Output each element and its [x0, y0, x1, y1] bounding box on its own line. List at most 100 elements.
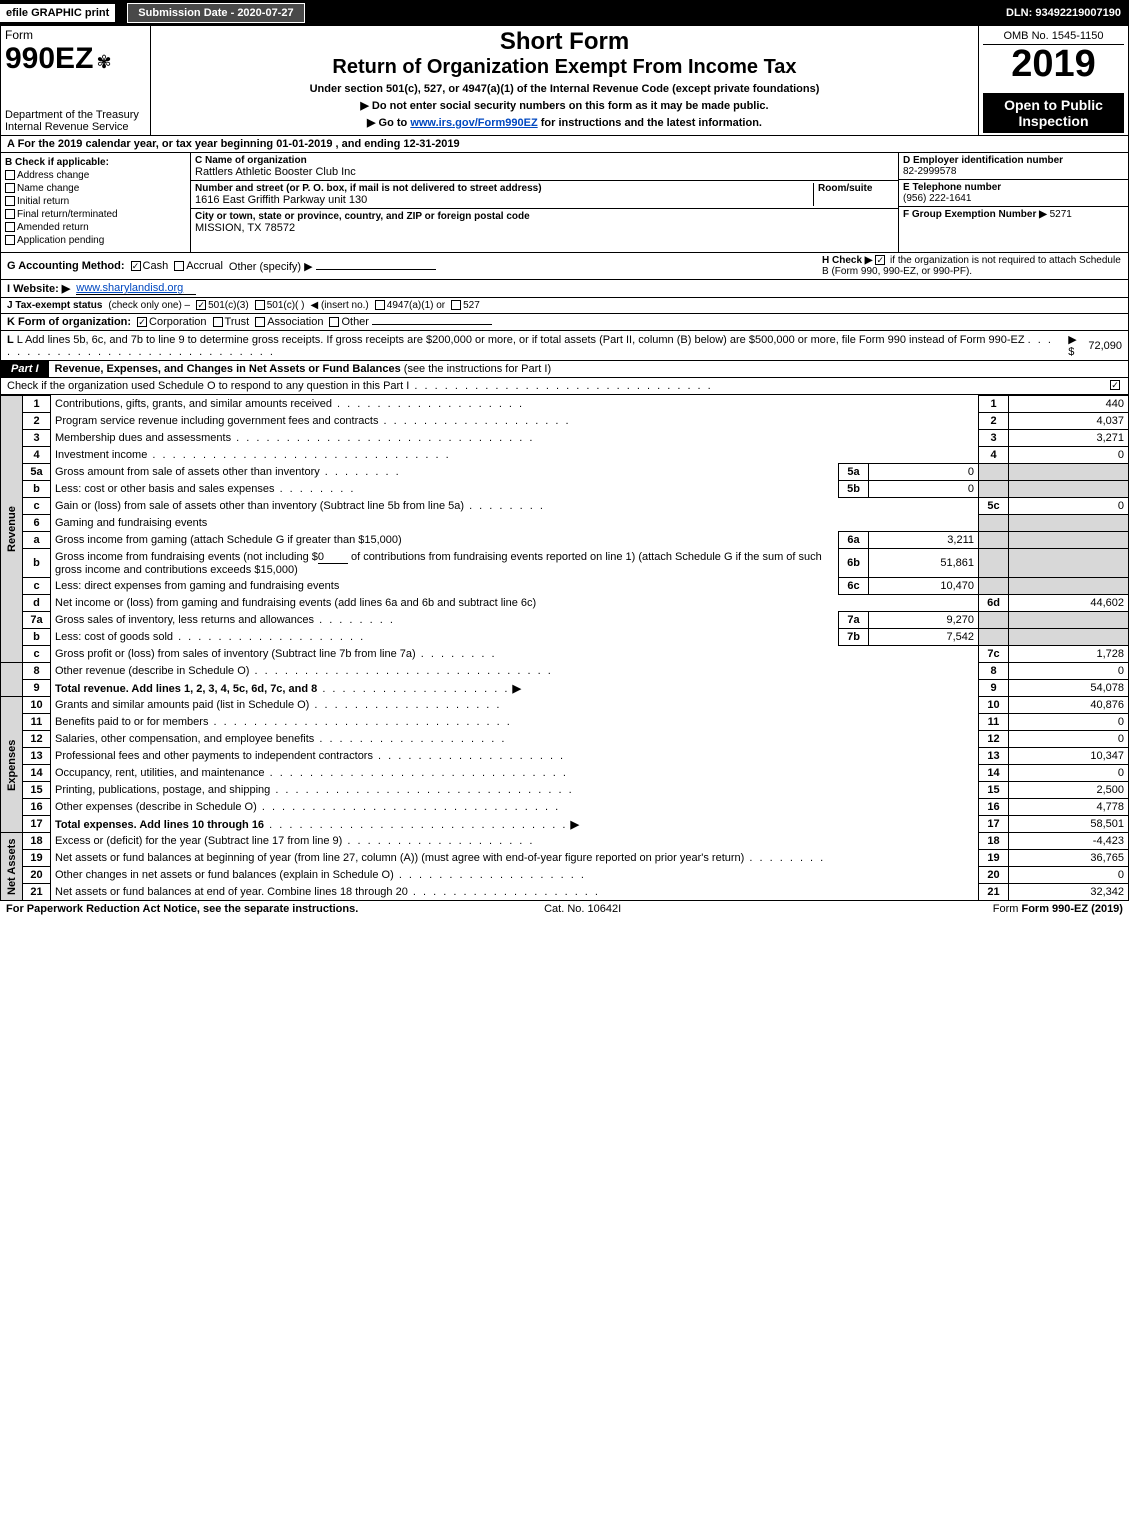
- line-12-amount: 0: [1009, 731, 1129, 748]
- g-row: G Accounting Method: ✓Cash Accrual Other…: [0, 253, 1129, 280]
- irs-logo-icon: ✾: [96, 52, 111, 72]
- line-6c-midno: 6c: [839, 578, 869, 595]
- line-5c-amount: 0: [1009, 498, 1129, 515]
- l-arrow: ▶ $: [1068, 333, 1082, 358]
- line-9-text: Total revenue. Add lines 1, 2, 3, 4, 5c,…: [55, 683, 317, 695]
- h-checkbox[interactable]: ✓: [875, 255, 885, 265]
- b-initial-return[interactable]: Initial return: [5, 196, 186, 207]
- line-5a-midamt: 0: [869, 464, 979, 481]
- part1-header: Part I Revenue, Expenses, and Changes in…: [0, 361, 1129, 378]
- row-sub: b: [23, 481, 51, 498]
- i-row: I Website: ▶ www.sharylandisd.org: [0, 280, 1129, 298]
- i-label: I Website: ▶: [7, 282, 70, 295]
- j-501c[interactable]: 501(c)( ): [255, 300, 305, 311]
- g-other[interactable]: Other (specify) ▶: [229, 260, 436, 273]
- line-5b-text: Less: cost or other basis and sales expe…: [55, 483, 355, 495]
- row-sub: c: [23, 578, 51, 595]
- line-16-text: Other expenses (describe in Schedule O): [55, 801, 560, 813]
- line-6a-midno: 6a: [839, 532, 869, 549]
- irs-link[interactable]: www.irs.gov/Form990EZ: [410, 117, 537, 129]
- part1-title-sub: (see the instructions for Part I): [404, 363, 551, 375]
- website-link[interactable]: www.sharylandisd.org: [76, 282, 196, 295]
- line-10-no: 10: [979, 697, 1009, 714]
- k-trust[interactable]: Trust: [213, 316, 250, 328]
- g-cash[interactable]: ✓Cash: [131, 260, 169, 272]
- f-group-label: F Group Exemption Number ▶: [903, 209, 1047, 220]
- line-14-text: Occupancy, rent, utilities, and maintena…: [55, 767, 568, 779]
- page-footer: For Paperwork Reduction Act Notice, see …: [0, 901, 1129, 917]
- line-7a-midno: 7a: [839, 612, 869, 629]
- line-18-amount: -4,423: [1009, 833, 1129, 850]
- line-17-amount: 58,501: [1009, 816, 1129, 833]
- shade-cell: [1009, 464, 1129, 481]
- j-sub: (check only one) –: [108, 300, 190, 311]
- e-tel-label: E Telephone number: [903, 182, 1124, 193]
- g-accrual[interactable]: Accrual: [174, 260, 223, 272]
- line-6b-midamt: 51,861: [869, 549, 979, 578]
- line-10-amount: 40,876: [1009, 697, 1129, 714]
- j-501c3[interactable]: ✓501(c)(3): [196, 300, 249, 311]
- line-11-amount: 0: [1009, 714, 1129, 731]
- b-application-pending[interactable]: Application pending: [5, 235, 186, 246]
- line-6d-text: Net income or (loss) from gaming and fun…: [51, 595, 979, 612]
- line-5b-midamt: 0: [869, 481, 979, 498]
- line-1-no: 1: [979, 396, 1009, 413]
- row-num: 19: [23, 850, 51, 867]
- line-12-no: 12: [979, 731, 1009, 748]
- c-room-label: Room/suite: [818, 183, 894, 194]
- line-21-text: Net assets or fund balances at end of ye…: [55, 886, 600, 898]
- line-7b-midamt: 7,542: [869, 629, 979, 646]
- b-amended-return[interactable]: Amended return: [5, 222, 186, 233]
- row-num: 10: [23, 697, 51, 714]
- b-address-change[interactable]: Address change: [5, 170, 186, 181]
- org-name: Rattlers Athletic Booster Club Inc: [195, 166, 894, 178]
- k-assoc[interactable]: Association: [255, 316, 323, 328]
- c-street-label: Number and street (or P. O. box, if mail…: [195, 183, 809, 194]
- k-label: K Form of organization:: [7, 316, 131, 328]
- b-final-return[interactable]: Final return/terminated: [5, 209, 186, 220]
- k-corp[interactable]: ✓Corporation: [137, 316, 206, 328]
- line-2-no: 2: [979, 413, 1009, 430]
- ein-value: 82-2999578: [903, 166, 1124, 177]
- part1-checkbox[interactable]: ✓: [1110, 380, 1120, 390]
- line-7a-text: Gross sales of inventory, less returns a…: [55, 614, 395, 626]
- goto-post: for instructions and the latest informat…: [538, 117, 762, 129]
- header-left: Form 990EZ ✾ Department of the Treasury …: [1, 26, 151, 135]
- b-column: B Check if applicable: Address change Na…: [1, 153, 191, 252]
- irs-name: Internal Revenue Service: [5, 121, 146, 133]
- row-sub: c: [23, 646, 51, 663]
- efile-label[interactable]: efile GRAPHIC print: [0, 4, 115, 22]
- row-sub: b: [23, 629, 51, 646]
- line-6c-midamt: 10,470: [869, 578, 979, 595]
- line-2-amount: 4,037: [1009, 413, 1129, 430]
- row-sub: d: [23, 595, 51, 612]
- row-num: 2: [23, 413, 51, 430]
- line-8-text: Other revenue (describe in Schedule O): [55, 665, 553, 677]
- line-17-text: Total expenses. Add lines 10 through 16: [55, 819, 264, 831]
- j-527[interactable]: 527: [451, 300, 480, 311]
- line-5c-text: Gain or (loss) from sale of assets other…: [55, 500, 545, 512]
- form-number: 990EZ: [5, 42, 93, 75]
- form-title: Return of Organization Exempt From Incom…: [155, 56, 974, 79]
- row-num: 20: [23, 867, 51, 884]
- row-sub: c: [23, 498, 51, 515]
- line-6a-midamt: 3,211: [869, 532, 979, 549]
- line-20-no: 20: [979, 867, 1009, 884]
- open-inspection: Open to Public Inspection: [983, 93, 1124, 133]
- j-4947[interactable]: 4947(a)(1) or: [375, 300, 445, 311]
- b-name-change[interactable]: Name change: [5, 183, 186, 194]
- line-15-text: Printing, publications, postage, and shi…: [55, 784, 574, 796]
- k-other[interactable]: Other: [329, 316, 492, 328]
- row-num: 17: [23, 816, 51, 833]
- c-city-label: City or town, state or province, country…: [195, 211, 894, 222]
- l-row: L L Add lines 5b, 6c, and 7b to line 9 t…: [0, 331, 1129, 361]
- line-19-amount: 36,765: [1009, 850, 1129, 867]
- line-13-amount: 10,347: [1009, 748, 1129, 765]
- g-label: G Accounting Method:: [7, 260, 125, 272]
- line-7a-midamt: 9,270: [869, 612, 979, 629]
- line-11-text: Benefits paid to or for members: [55, 716, 512, 728]
- h-box: H Check ▶ ✓ if the organization is not r…: [822, 255, 1122, 277]
- row-num: 14: [23, 765, 51, 782]
- row-num: 5a: [23, 464, 51, 481]
- form-header: Form 990EZ ✾ Department of the Treasury …: [0, 26, 1129, 136]
